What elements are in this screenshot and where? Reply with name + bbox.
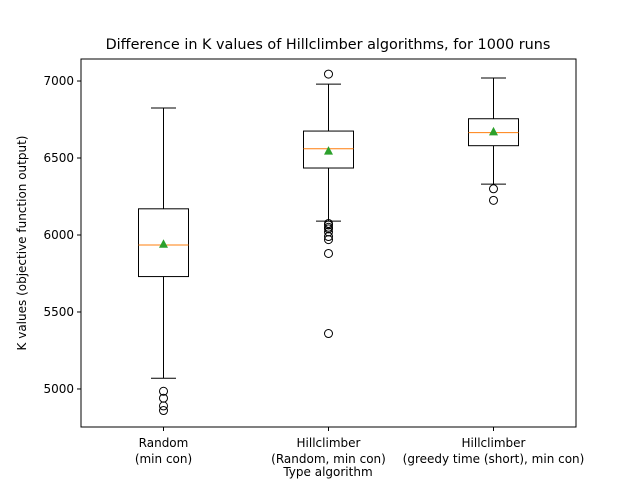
mean-marker <box>324 146 333 155</box>
outlier <box>324 220 333 230</box>
x-tick-label-line: (Random, min con) <box>271 452 386 466</box>
outlier <box>324 248 333 258</box>
x-tick-label: Random (min con) <box>135 436 192 466</box>
x-tick-label-line: Hillclimber <box>462 436 526 450</box>
outlier <box>489 184 498 194</box>
outlier <box>159 401 168 411</box>
x-axis-label: Type algorithm <box>282 465 372 479</box>
y-tick-label: 5500 <box>43 305 74 319</box>
outlier <box>159 386 168 396</box>
y-tick-label: 6000 <box>43 228 74 242</box>
y-tick-label: 5000 <box>43 382 74 396</box>
mean-marker <box>489 126 498 136</box>
x-tick-label-line: Random <box>139 436 189 450</box>
outlier <box>324 235 333 245</box>
chart-title: Difference in K values of Hillclimber al… <box>106 37 551 53</box>
outlier <box>489 195 498 205</box>
outlier <box>159 406 168 416</box>
box <box>138 208 189 278</box>
outlier <box>324 69 333 79</box>
box <box>303 130 354 169</box>
outlier <box>324 329 333 339</box>
x-tick-label-line: Hillclimber <box>297 436 361 450</box>
x-tick-label: Hillclimber (greedy time (short), min con… <box>403 436 585 466</box>
y-axis-label: K values (objective function output) <box>15 136 29 351</box>
x-tick-label-line: (min con) <box>135 452 192 466</box>
outlier <box>324 232 333 242</box>
y-tick-label: 7000 <box>43 74 74 88</box>
y-tick-label: 6500 <box>43 151 74 165</box>
mean-marker <box>159 239 168 248</box>
x-tick-label-line: (greedy time (short), min con) <box>403 452 585 466</box>
x-tick-label: Hillclimber (Random, min con) <box>271 436 386 466</box>
